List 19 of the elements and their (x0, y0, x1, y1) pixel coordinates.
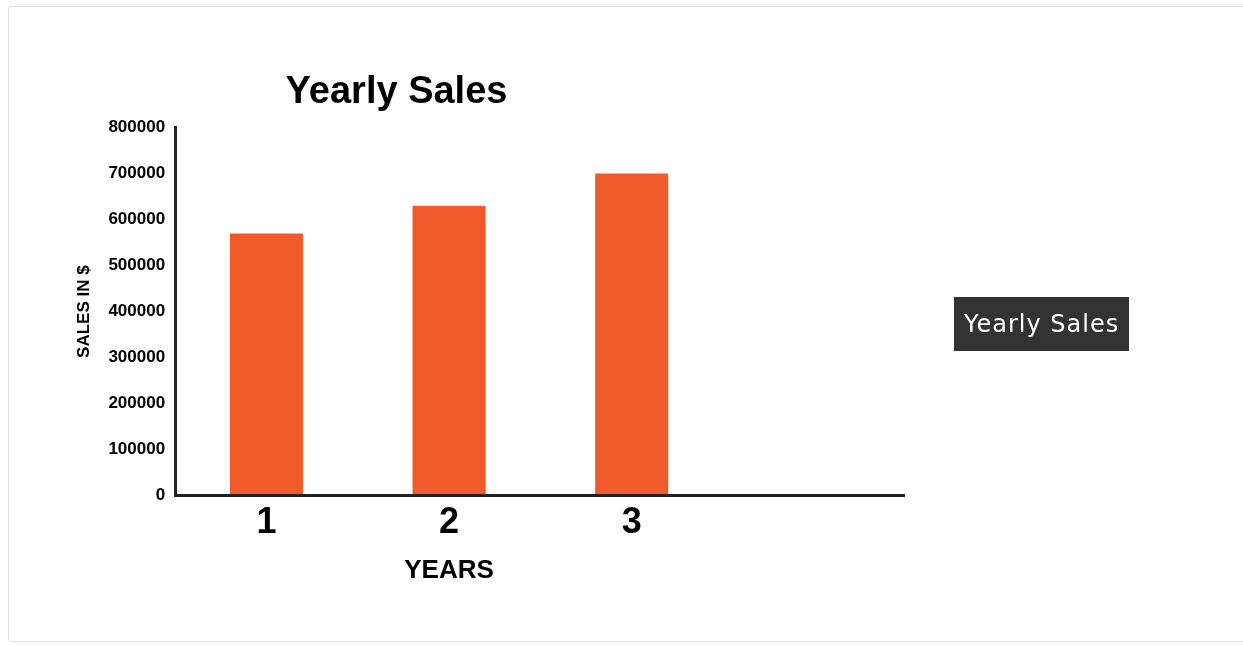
x-tick-label: 2 (439, 500, 460, 542)
chart-title: Yearly Sales (285, 69, 508, 112)
x-tick-label: 1 (256, 500, 277, 542)
bar (229, 233, 303, 496)
x-axis-title: YEARS (404, 553, 494, 584)
x-tick-label: 3 (621, 500, 642, 542)
y-tick-label: 600000 (108, 209, 166, 229)
bar (595, 173, 669, 496)
y-tick-label: 200000 (108, 393, 166, 413)
y-tick-label: 400000 (108, 301, 166, 321)
y-tick-label: 300000 (108, 347, 166, 367)
y-tick-label: 700000 (108, 163, 166, 183)
y-tick-label: 800000 (108, 117, 166, 137)
y-tick-label: 500000 (108, 255, 166, 275)
y-tick-label: 0 (155, 485, 166, 505)
y-axis-title: SALES IN $ (73, 264, 93, 358)
y-tick-label: 100000 (108, 439, 166, 459)
text: Yearly Sales (964, 310, 1120, 338)
bar (412, 205, 486, 496)
